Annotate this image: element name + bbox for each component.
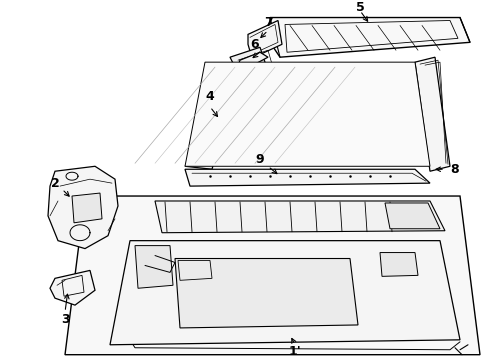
Text: 4: 4 [206,90,215,103]
Polygon shape [380,253,418,276]
Polygon shape [185,62,430,166]
Polygon shape [48,166,118,249]
Text: 2: 2 [50,177,59,190]
Polygon shape [65,196,480,355]
Text: 6: 6 [251,38,259,51]
Polygon shape [415,57,450,171]
Text: 5: 5 [356,1,365,14]
Polygon shape [135,246,173,288]
Text: 9: 9 [256,153,264,166]
Polygon shape [385,203,440,229]
Polygon shape [72,193,102,223]
Text: 7: 7 [264,16,272,29]
Text: 8: 8 [451,163,459,176]
Polygon shape [270,18,470,57]
Polygon shape [110,240,460,345]
Text: 3: 3 [61,314,69,327]
Polygon shape [185,52,268,169]
Polygon shape [175,258,358,328]
Polygon shape [185,169,430,186]
Polygon shape [230,47,285,131]
Polygon shape [50,270,95,305]
Text: 1': 1' [289,345,301,358]
Polygon shape [248,21,282,58]
Polygon shape [155,201,445,233]
